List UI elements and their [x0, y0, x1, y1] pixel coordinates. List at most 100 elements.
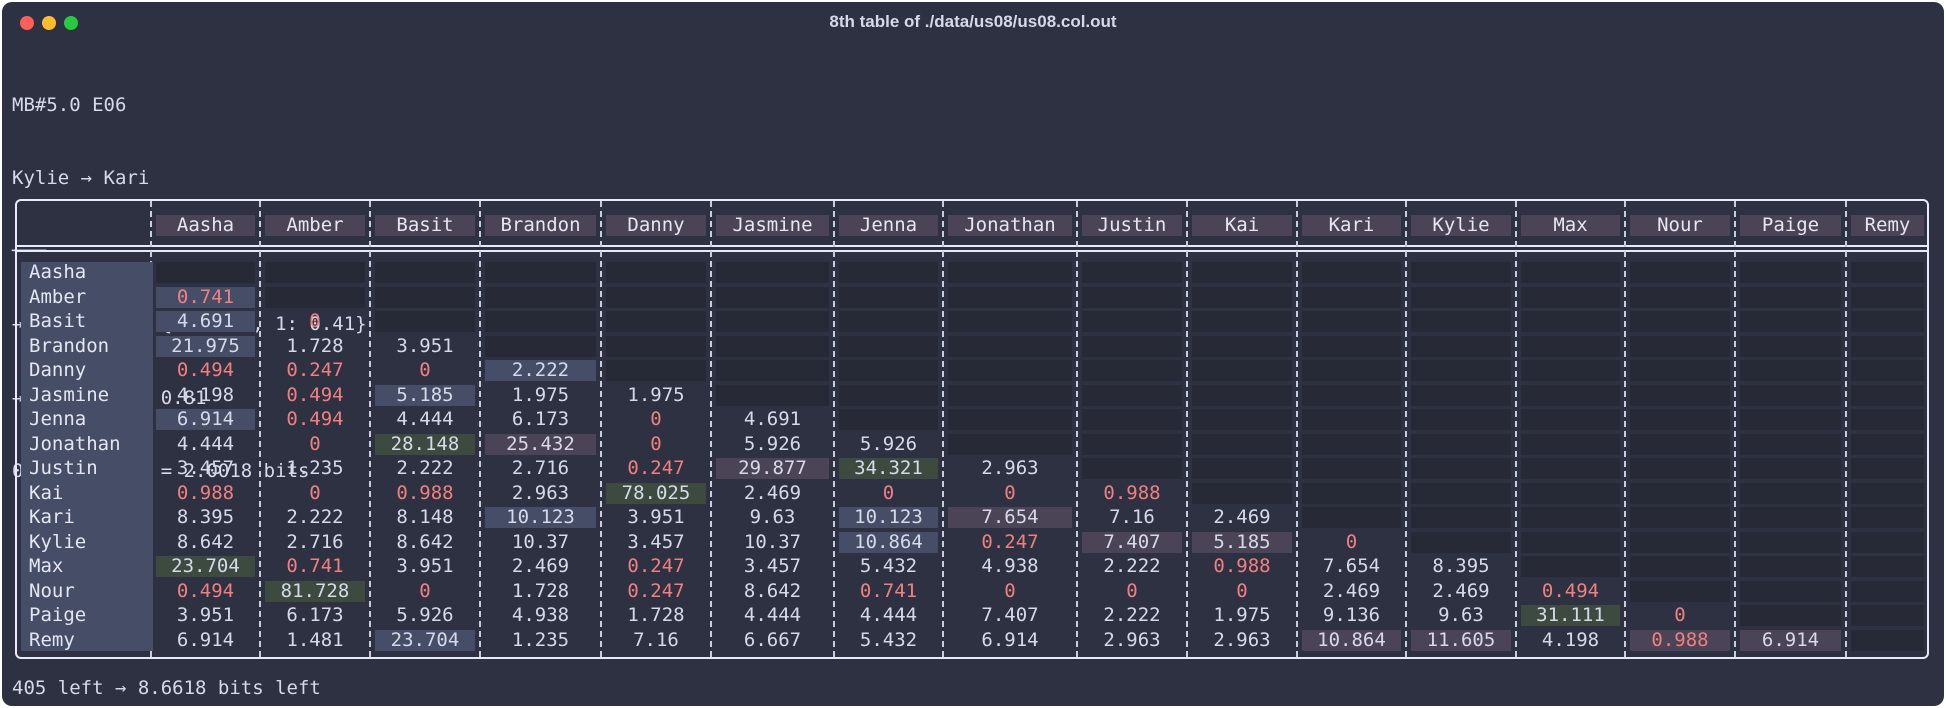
empty-cell: [1192, 384, 1292, 406]
empty-cell: [1740, 262, 1841, 283]
empty-cell: [1192, 286, 1292, 308]
table-cell: 3.951: [176, 604, 235, 626]
empty-cell: [485, 335, 596, 357]
table-cell: 25.432: [485, 433, 596, 455]
empty-cell: [1521, 311, 1620, 332]
table-cell: 11.605: [1411, 629, 1511, 651]
empty-cell: [1630, 409, 1730, 430]
column-divider: [833, 201, 835, 657]
table-cell: 2.222: [286, 506, 344, 528]
table-cell: 6.173: [511, 408, 570, 430]
table-cell: 0.988: [1630, 629, 1730, 651]
empty-cell: [1630, 311, 1730, 332]
table-cell: 2.469: [1213, 506, 1271, 528]
table-cell: 0: [1345, 530, 1358, 553]
table-cell: 23.704: [156, 556, 255, 577]
empty-cell: [1521, 286, 1620, 308]
table-cell: 0: [882, 481, 895, 504]
close-button[interactable]: [20, 16, 34, 30]
empty-cell: [1851, 360, 1924, 381]
table-cell: 6.914: [1740, 629, 1841, 651]
empty-cell: [1521, 384, 1620, 406]
empty-cell: [1630, 556, 1730, 577]
row-label-jenna: Jenna: [29, 408, 87, 430]
table-cell: 0: [419, 579, 431, 602]
table-cell: 0.247: [627, 555, 685, 577]
empty-cell: [1082, 360, 1182, 381]
empty-cell: [375, 286, 475, 308]
empty-cell: [1082, 311, 1182, 332]
table-cell: 1.481: [286, 628, 344, 651]
table-cell: 6.667: [743, 628, 802, 651]
empty-cell: [839, 360, 938, 381]
minimize-button[interactable]: [42, 16, 56, 30]
empty-cell: [1851, 335, 1924, 357]
row-label-max: Max: [29, 555, 64, 577]
empty-cell: [1740, 311, 1841, 332]
table-cell: 4.198: [1541, 628, 1600, 651]
column-header-amber: Amber: [265, 215, 365, 236]
empty-cell: [839, 286, 938, 308]
table-cell: 4.938: [981, 555, 1039, 577]
table-cell: 10.864: [1302, 629, 1401, 651]
row-label-jasmine: Jasmine: [29, 383, 110, 406]
empty-cell: [1302, 458, 1401, 479]
column-divider: [1405, 201, 1407, 657]
empty-cell: [1411, 286, 1511, 308]
empty-cell: [948, 286, 1072, 308]
table-cell: 5.926: [396, 604, 454, 626]
empty-cell: [485, 286, 596, 308]
column-divider: [1845, 201, 1847, 657]
table-cell: 2.469: [1432, 579, 1490, 602]
empty-cell: [716, 384, 829, 406]
column-header-kai: Kai: [1192, 215, 1292, 236]
empty-cell: [1411, 531, 1511, 553]
column-header-jonathan: Jonathan: [948, 215, 1072, 236]
empty-cell: [1082, 335, 1182, 357]
empty-cell: [1740, 409, 1841, 430]
table-cell: 2.469: [1322, 579, 1381, 602]
table-cell: 0: [1004, 579, 1016, 602]
empty-cell: [606, 360, 706, 381]
window-title: 8th table of ./data/us08/us08.col.out: [829, 12, 1117, 31]
table-cell: 8.395: [1432, 555, 1490, 577]
table-cell: 6.914: [156, 409, 255, 430]
empty-cell: [1630, 360, 1730, 381]
empty-cell: [948, 262, 1072, 283]
maximize-button[interactable]: [64, 16, 78, 30]
table-cell: 5.432: [859, 628, 918, 651]
column-divider: [1734, 201, 1736, 657]
table-cell: 2.963: [1103, 628, 1161, 651]
table-cell: 2.716: [511, 457, 570, 479]
table-cell: 0: [1674, 604, 1686, 626]
empty-cell: [1302, 286, 1401, 308]
table-cell: 2.222: [1103, 604, 1161, 626]
column-header-nour: Nour: [1630, 215, 1730, 236]
table-cell: 4.444: [396, 408, 454, 430]
empty-cell: [1302, 384, 1401, 406]
empty-cell: [1411, 433, 1511, 455]
column-header-justin: Justin: [1082, 215, 1182, 236]
table-cell: 8.642: [396, 530, 454, 553]
empty-cell: [1851, 605, 1924, 626]
empty-cell: [265, 286, 365, 308]
table-cell: 10.37: [511, 530, 570, 553]
table-cell: 9.63: [749, 506, 796, 528]
table-cell: 7.16: [1109, 506, 1155, 528]
table-cell: 0.494: [286, 408, 344, 430]
table-cell: 2.222: [396, 457, 454, 479]
table-cell: 4.444: [176, 432, 235, 455]
table-cell: 3.457: [176, 457, 235, 479]
table-cell: 3.457: [743, 555, 802, 577]
table-cell: 5.185: [375, 384, 475, 406]
empty-cell: [485, 262, 596, 283]
table-cell: 6.914: [176, 628, 235, 651]
empty-cell: [1630, 262, 1730, 283]
table-cell: 0: [1004, 481, 1016, 504]
empty-cell: [839, 384, 938, 406]
empty-cell: [1411, 384, 1511, 406]
empty-cell: [1411, 311, 1511, 332]
column-divider: [710, 201, 712, 657]
empty-cell: [1521, 409, 1620, 430]
row-label-danny: Danny: [29, 359, 87, 381]
